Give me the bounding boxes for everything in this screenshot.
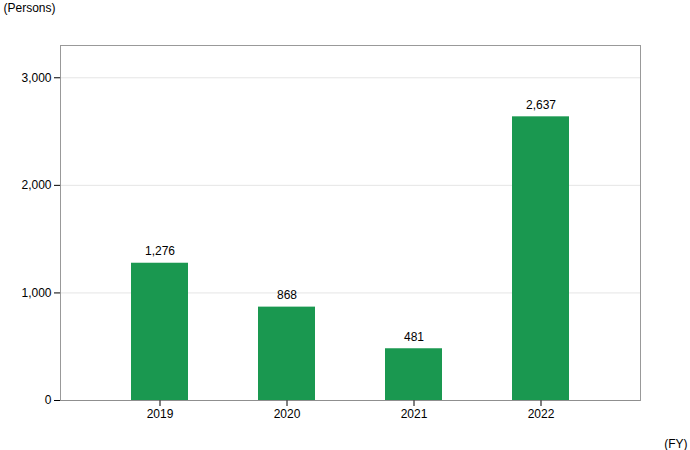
svg-text:868: 868 (277, 288, 297, 302)
svg-text:2,637: 2,637 (526, 98, 556, 112)
svg-text:2022: 2022 (528, 407, 555, 421)
svg-text:1,000: 1,000 (21, 286, 51, 300)
svg-text:2020: 2020 (274, 407, 301, 421)
svg-text:3,000: 3,000 (21, 71, 51, 85)
svg-text:0: 0 (45, 393, 52, 407)
svg-text:(FY): (FY) (664, 437, 687, 450)
svg-text:2019: 2019 (147, 407, 174, 421)
svg-text:2,000: 2,000 (21, 178, 51, 192)
svg-text:2021: 2021 (401, 407, 428, 421)
svg-text:1,276: 1,276 (145, 244, 175, 258)
svg-text:(Persons): (Persons) (4, 1, 56, 15)
svg-text:481: 481 (404, 330, 424, 344)
